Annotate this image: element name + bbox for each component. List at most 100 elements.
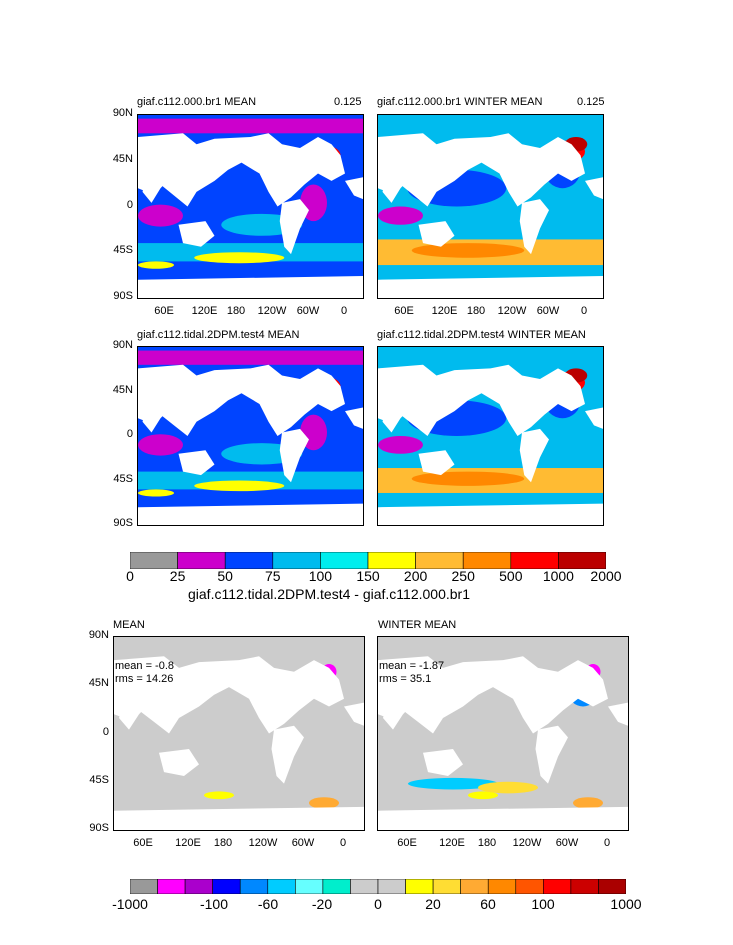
lon-label: 120W (248, 837, 278, 849)
land-mass (382, 386, 414, 433)
colorbar-swatch (515, 879, 544, 894)
lat-label: 45N (112, 152, 133, 165)
land-mass (178, 221, 215, 247)
land-mass (344, 702, 364, 726)
panel-3-title: giaf.c112.tidal.2DPM.test4 MEAN (137, 329, 300, 341)
colorbar-swatch (239, 879, 269, 894)
colorbar-swatch (462, 552, 512, 569)
colorbar-swatch (460, 879, 489, 894)
lon-label: 180 (213, 837, 233, 849)
colorbar-swatch (130, 552, 178, 569)
colorbar-label: 25 (169, 568, 186, 584)
colorbar-label: 1000 (610, 896, 642, 912)
land-mass (279, 199, 309, 255)
colorbar-swatch (350, 879, 379, 894)
map-panel-2 (377, 114, 604, 299)
difference-title: giaf.c112.tidal.2DPM.test4 - giaf.c112.0… (188, 586, 470, 602)
colorbar-label: 500 (499, 568, 523, 584)
colorbar-swatch (367, 552, 416, 569)
lat-label: 45S (113, 472, 133, 485)
colorbar-swatch (320, 552, 369, 569)
land-mass (138, 503, 363, 525)
colorbar-swatch (558, 552, 606, 569)
colorbar-top (130, 552, 606, 569)
lon-label: 120E (431, 305, 458, 317)
lat-label: 0 (102, 725, 109, 738)
colorbar-swatch (487, 879, 517, 894)
land-mass (138, 364, 345, 436)
lon-label: 60E (133, 837, 153, 849)
land-mass (378, 276, 603, 298)
lat-label: 45N (88, 677, 109, 690)
land-mass (271, 725, 304, 784)
land-mass (159, 748, 199, 776)
lon-label: 60W (291, 837, 315, 849)
land-mass (378, 133, 585, 207)
colorbar-label: -60 (257, 896, 279, 912)
land-mass (114, 806, 364, 830)
colorbar-label: -20 (311, 896, 333, 912)
land-mass (519, 428, 549, 483)
lon-label: 0 (603, 837, 611, 849)
lon-label: 0 (340, 305, 348, 317)
lat-label: 45N (112, 383, 133, 396)
land-mass (138, 276, 363, 298)
land-mass (345, 407, 363, 429)
lon-label: 0 (339, 837, 347, 849)
lat-label: 0 (126, 198, 133, 211)
land-mass (418, 221, 455, 247)
lon-label: 120E (439, 837, 465, 849)
colorbar-swatch (272, 552, 321, 569)
colorbar-swatch (157, 879, 186, 894)
colorbar-label: -100 (199, 896, 229, 912)
colorbar-label: 2000 (590, 568, 622, 584)
panel-5-title: MEAN (113, 619, 145, 631)
lon-label: 60W (296, 305, 320, 317)
panel-1-corner: 0.125 (334, 96, 362, 108)
colorbar-swatch (295, 879, 324, 894)
land-mass (279, 428, 309, 483)
colorbar-swatch (130, 879, 158, 894)
colorbar-label: 150 (356, 568, 380, 584)
lon-label: 0 (580, 305, 588, 317)
colorbar-swatch (543, 879, 572, 894)
lat-label: 45S (89, 773, 109, 786)
land-mass (378, 656, 608, 734)
lon-label: 120E (191, 305, 218, 317)
lat-label: 90S (89, 822, 109, 834)
panel-4-title: giaf.c112.tidal.2DPM.test4 WINTER MEAN (377, 329, 586, 341)
land-mass (142, 155, 174, 203)
colorbar-swatch (432, 879, 461, 894)
land-mass (585, 177, 603, 200)
colorbar-swatch (224, 552, 274, 569)
land-mass (142, 386, 174, 433)
lat-label: 45S (113, 244, 133, 257)
colorbar-label: 100 (531, 896, 555, 912)
mean-stat: mean = -1.87 (379, 660, 445, 672)
colorbar-label: 0 (126, 568, 134, 584)
colorbar-label: 250 (451, 568, 475, 584)
lat-label: 90N (112, 339, 133, 351)
map-panel-1 (137, 114, 364, 299)
lat-label: 90S (113, 517, 133, 529)
land-mass (585, 407, 603, 429)
map-panel-3 (137, 346, 364, 526)
land-mass (535, 725, 568, 784)
colorbar-swatch (184, 879, 213, 894)
lon-label: 120W (257, 305, 287, 317)
colorbar-swatch (322, 879, 351, 894)
colorbar-label: 0 (374, 896, 382, 912)
colorbar-label: 1000 (542, 568, 574, 584)
land-mass (378, 364, 585, 436)
land-mass (519, 199, 549, 255)
colorbar-swatch (415, 552, 464, 569)
colorbar-swatch (598, 879, 626, 894)
colorbar-swatch (377, 879, 406, 894)
colorbar-swatch (510, 552, 559, 569)
lon-label: 180 (477, 837, 497, 849)
lon-label: 120E (175, 837, 201, 849)
colorbar-bottom (130, 879, 626, 894)
colorbar-swatch (212, 879, 241, 894)
colorbar-label: 20 (425, 896, 441, 912)
map-panel-4 (377, 346, 604, 526)
